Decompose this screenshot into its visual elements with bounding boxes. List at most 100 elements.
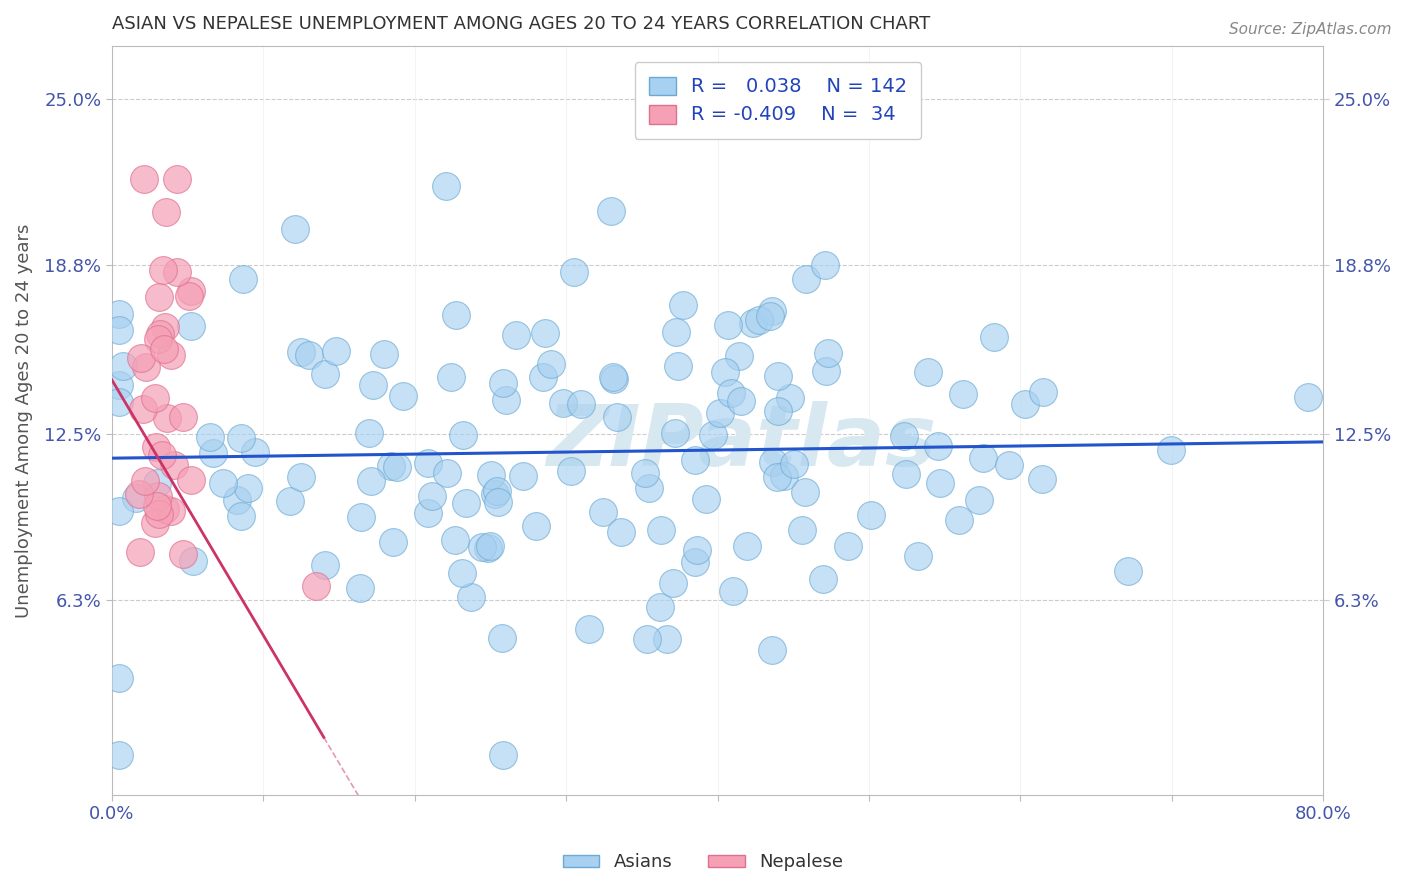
Point [108,504,131,518]
Point [129,544,152,558]
Point [486,494,509,508]
Point [212,476,235,491]
Point [156,411,179,425]
Point [298,349,321,363]
Point [1160,443,1182,458]
Point [202,446,225,460]
Point [373,347,395,361]
Point [811,572,834,586]
Point [491,631,513,645]
Point [569,397,592,411]
Point [779,391,801,405]
Point [160,348,183,362]
Point [132,172,155,186]
Point [153,501,176,516]
Point [837,539,859,553]
Point [160,504,183,518]
Point [560,464,582,478]
Point [917,365,939,379]
Point [893,429,915,443]
Point [972,450,994,465]
Point [385,459,408,474]
Point [758,309,780,323]
Point [284,221,307,235]
Point [762,455,785,469]
Point [111,359,134,373]
Point [450,566,472,580]
Point [166,172,188,186]
Point [128,487,150,501]
Point [392,388,415,402]
Point [636,632,658,646]
Point [380,458,402,473]
Point [231,509,253,524]
Point [666,359,689,373]
Point [650,523,672,537]
Point [662,575,685,590]
Point [730,394,752,409]
Point [172,410,194,425]
Point [792,524,814,538]
Point [153,342,176,356]
Point [602,370,624,384]
Point [512,468,534,483]
Point [727,349,749,363]
Point [108,395,131,409]
Point [290,470,312,484]
Point [471,540,494,554]
Point [695,492,717,507]
Point [793,484,815,499]
Point [650,600,672,615]
Point [794,272,817,286]
Point [907,549,929,564]
Point [717,318,740,332]
Point [180,318,202,333]
Point [578,622,600,636]
Point [443,533,465,548]
Point [927,439,949,453]
Point [765,470,787,484]
Point [492,747,515,762]
Point [420,489,443,503]
Point [713,365,735,379]
Point [180,284,202,298]
Point [761,303,783,318]
Point [782,457,804,471]
Point [143,391,166,405]
Point [492,376,515,391]
Point [683,555,706,569]
Point [181,554,204,568]
Point [606,410,628,425]
Point [198,429,221,443]
Point [132,402,155,417]
Point [772,469,794,483]
Point [436,466,458,480]
Point [815,364,838,378]
Point [531,370,554,384]
Point [381,535,404,549]
Point [665,325,688,339]
Point [505,327,527,342]
Point [146,500,169,514]
Point [609,524,631,539]
Point [129,351,152,365]
Point [360,474,382,488]
Point [983,330,1005,344]
Point [948,513,970,527]
Point [952,387,974,401]
Point [748,313,770,327]
Point [149,327,172,342]
Point [685,453,707,467]
Point [859,508,882,523]
Point [534,326,557,341]
Point [735,539,758,553]
Point [479,539,502,553]
Point [148,332,170,346]
Point [357,426,380,441]
Point [440,370,463,384]
Point [434,179,457,194]
Point [672,297,695,311]
Point [134,475,156,489]
Point [637,481,659,495]
Point [108,377,131,392]
